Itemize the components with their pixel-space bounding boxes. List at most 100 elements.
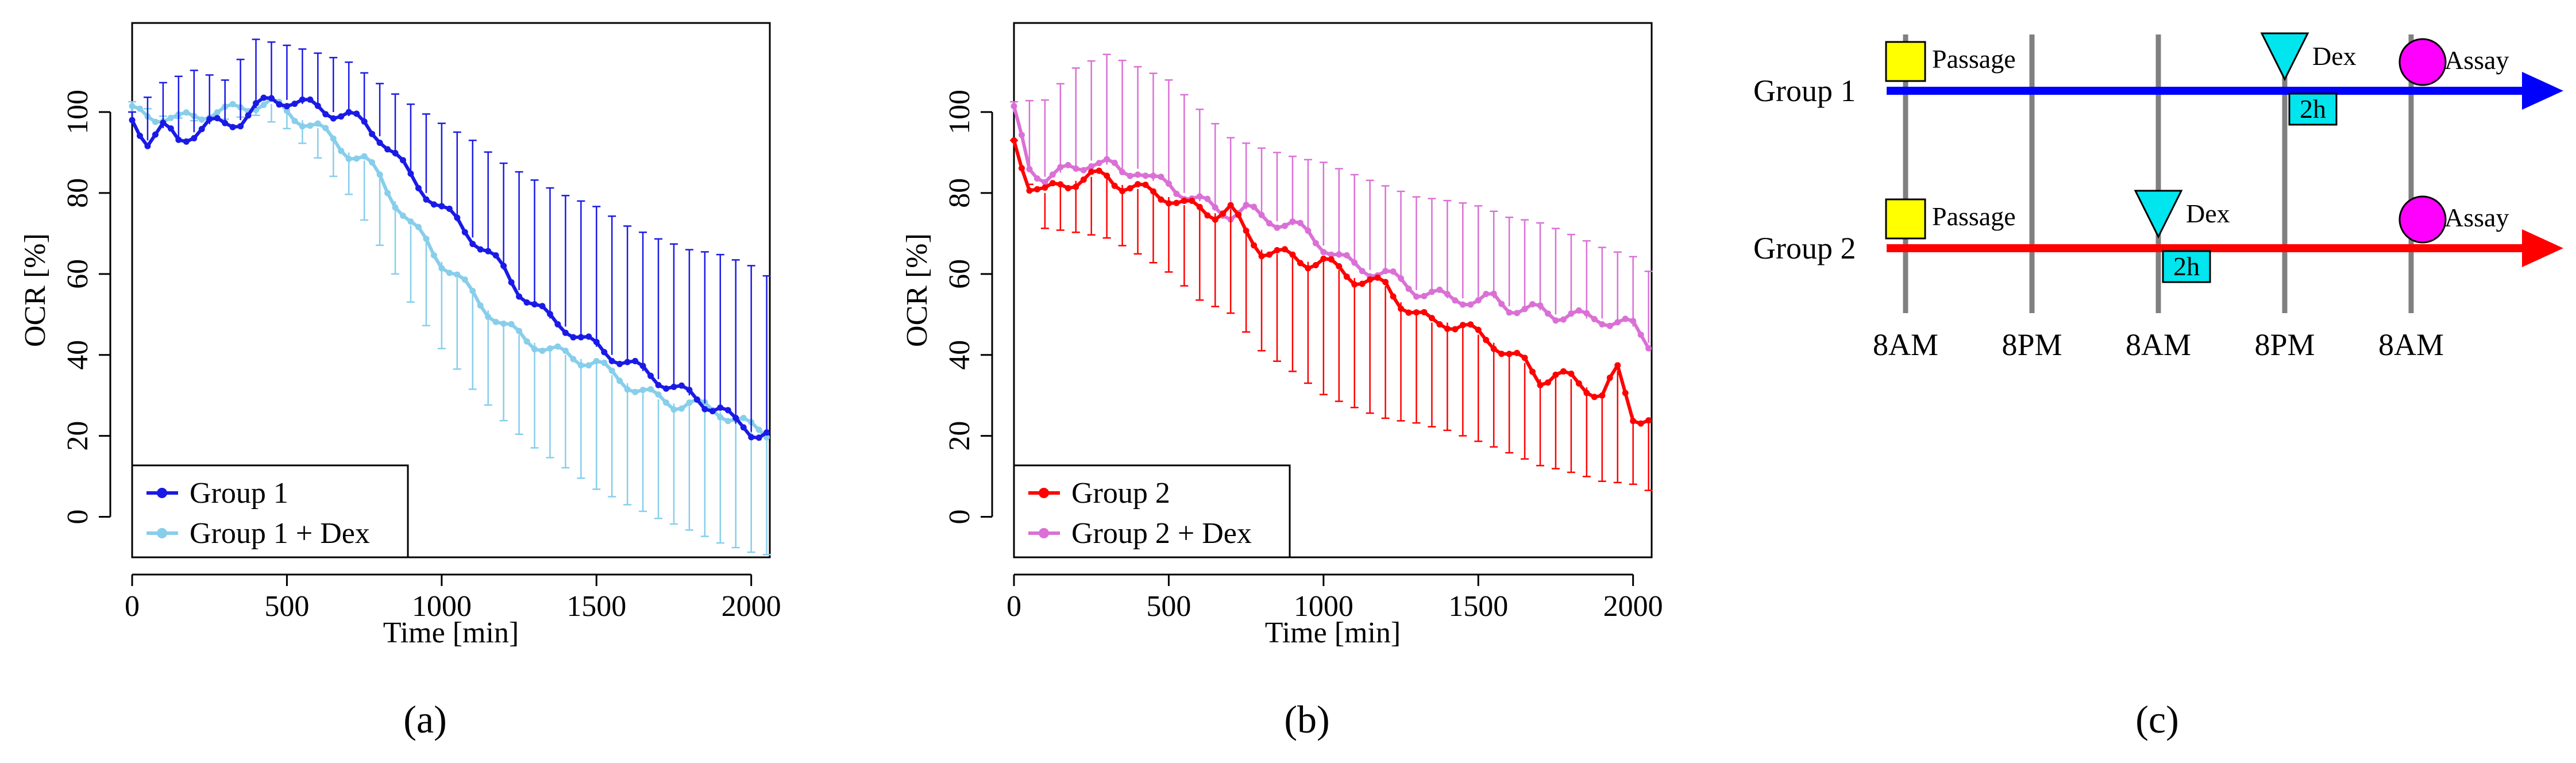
- data-point: [1436, 321, 1443, 327]
- data-point: [1165, 200, 1172, 207]
- legend-label: Group 1 + Dex: [190, 517, 370, 550]
- series-group-1: [128, 38, 771, 441]
- legend-box: [131, 464, 409, 558]
- plot-frame-a: [131, 22, 771, 558]
- y-tick-label: 60: [943, 259, 976, 289]
- data-point: [1227, 202, 1234, 209]
- series-group-2-dex: [1010, 53, 1653, 352]
- data-point: [647, 386, 654, 392]
- panel-label-a: (a): [403, 698, 446, 741]
- data-point: [717, 404, 724, 411]
- data-point: [701, 406, 708, 413]
- data-point: [577, 334, 584, 341]
- data-point: [678, 382, 685, 389]
- data-point: [1537, 382, 1544, 388]
- data-point: [1011, 137, 1017, 144]
- data-point: [1343, 273, 1350, 280]
- data-point: [384, 190, 391, 196]
- data-point: [1243, 228, 1250, 234]
- data-point: [516, 293, 523, 300]
- data-point: [1599, 321, 1606, 327]
- data-point: [1645, 345, 1652, 352]
- data-point: [624, 386, 631, 393]
- data-point: [655, 382, 662, 388]
- data-point: [1514, 310, 1521, 317]
- y-tick-label: 20: [61, 421, 94, 451]
- data-point: [1119, 187, 1126, 194]
- x-tick-label: 2000: [1603, 590, 1663, 623]
- data-point: [160, 120, 167, 126]
- data-point: [1413, 309, 1420, 316]
- data-point: [554, 343, 561, 350]
- data-point: [763, 429, 770, 436]
- data-point: [1135, 181, 1142, 188]
- data-point: [593, 357, 600, 364]
- legend-box: [1013, 464, 1291, 558]
- data-point: [1111, 182, 1118, 189]
- data-point: [585, 333, 592, 340]
- data-point: [1042, 184, 1048, 191]
- data-point: [500, 263, 507, 269]
- data-point: [438, 203, 445, 210]
- data-point: [763, 434, 770, 441]
- data-point: [647, 372, 654, 379]
- data-point: [1312, 262, 1319, 269]
- y-tick-label: 40: [61, 340, 94, 370]
- data-point: [322, 111, 329, 118]
- data-point: [392, 149, 399, 156]
- panel-c: 8AM 8PM 8AM 8PM 8AM Group 1 Passage Dex 2h Assay G…: [1753, 32, 2563, 741]
- x-tick-label: 2000: [722, 590, 781, 623]
- data-point: [1560, 316, 1567, 323]
- data-point: [670, 406, 677, 413]
- data-point: [639, 387, 646, 394]
- data-point: [330, 115, 337, 122]
- data-point: [1073, 165, 1079, 172]
- data-point: [1544, 379, 1551, 386]
- data-point: [508, 321, 515, 327]
- y-tick-label: 100: [943, 90, 976, 134]
- data-point: [1529, 368, 1536, 375]
- data-point: [1475, 297, 1482, 304]
- data-point: [229, 101, 236, 107]
- data-point: [314, 102, 321, 109]
- data-point: [1336, 263, 1343, 270]
- data-point: [1266, 220, 1273, 227]
- assay-circle: [2398, 195, 2447, 244]
- data-point: [1630, 318, 1637, 325]
- data-point: [167, 114, 174, 121]
- data-point: [1173, 199, 1180, 206]
- data-point: [693, 396, 700, 403]
- event-label: Passage: [1932, 202, 2016, 231]
- event-label: Assay: [2444, 203, 2509, 232]
- data-point: [1073, 183, 1079, 190]
- timeline-c: 8AM 8PM 8AM 8PM 8AM Group 1 Passage Dex 2h Assay G…: [1753, 32, 2563, 362]
- data-point: [1506, 350, 1513, 357]
- data-point: [485, 313, 492, 320]
- data-point: [1521, 306, 1528, 313]
- data-point: [338, 148, 345, 155]
- legend-swatch-marker: [157, 528, 167, 538]
- data-point: [446, 205, 453, 212]
- legend-swatch-marker: [157, 488, 167, 498]
- y-tick-label: 0: [943, 510, 976, 525]
- data-point: [577, 362, 584, 369]
- y-tick-label: 80: [943, 178, 976, 208]
- x-tick-label: 0: [125, 590, 140, 623]
- data-point: [1297, 219, 1304, 226]
- timeline-row-label: Group 2: [1753, 231, 1856, 265]
- data-point: [1583, 390, 1590, 396]
- x-tick-label: 0: [1007, 590, 1021, 623]
- data-point: [1104, 156, 1110, 163]
- event-label: Dex: [2312, 41, 2357, 71]
- data-point: [1498, 300, 1505, 307]
- data-point: [1405, 286, 1412, 292]
- data-point: [144, 142, 151, 149]
- data-point: [1127, 185, 1133, 192]
- data-point: [554, 321, 561, 327]
- y-tick-label: 80: [61, 178, 94, 208]
- data-point: [1034, 186, 1040, 192]
- data-point: [1343, 252, 1350, 259]
- data-point: [1196, 203, 1203, 210]
